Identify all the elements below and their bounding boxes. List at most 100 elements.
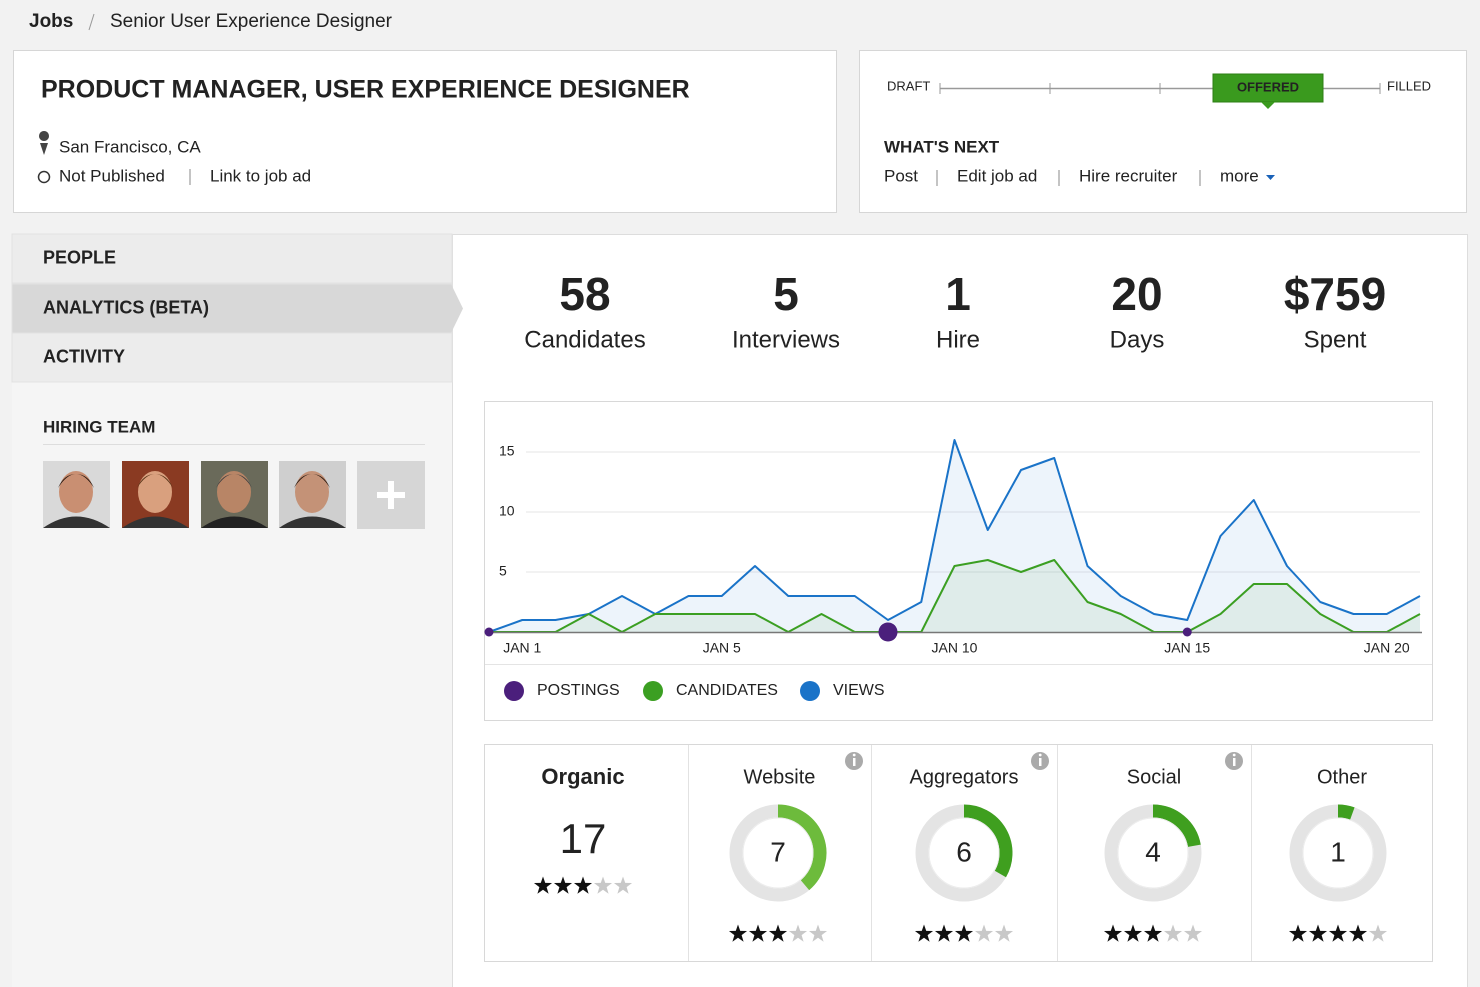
star bbox=[1143, 924, 1163, 942]
star bbox=[613, 876, 633, 894]
info-dot bbox=[1038, 753, 1042, 757]
nav-item[interactable] bbox=[11, 332, 453, 383]
star bbox=[994, 924, 1014, 942]
star bbox=[1348, 924, 1368, 942]
donut-inner bbox=[1117, 817, 1189, 889]
donut-inner bbox=[742, 817, 814, 889]
donut-arc bbox=[1152, 804, 1201, 848]
posting-point bbox=[1182, 627, 1192, 637]
nav-label[interactable]: ACTIVITY bbox=[43, 346, 125, 366]
rating-stars bbox=[1288, 924, 1388, 942]
stage-label: FILLED bbox=[1387, 78, 1431, 93]
donut-inner bbox=[1302, 817, 1374, 889]
nav-item[interactable] bbox=[11, 233, 453, 284]
source-name: Website bbox=[744, 766, 816, 788]
donut-arc bbox=[777, 804, 827, 891]
current-stage-badge bbox=[1212, 73, 1324, 103]
stat-value: 1 bbox=[945, 268, 971, 320]
info-dot bbox=[1232, 753, 1236, 757]
info-glyph bbox=[853, 758, 856, 766]
star bbox=[1183, 924, 1203, 942]
stage-current: OFFERED bbox=[1237, 79, 1299, 94]
status-icon bbox=[37, 170, 51, 184]
job-link[interactable]: Link to job ad bbox=[210, 166, 311, 185]
star bbox=[914, 924, 934, 942]
action-link[interactable]: Edit job ad bbox=[957, 166, 1037, 185]
stat-value: 58 bbox=[559, 268, 610, 320]
action-link[interactable]: Post bbox=[884, 166, 918, 185]
avatar-hair bbox=[137, 474, 173, 488]
star bbox=[768, 924, 788, 942]
stat-label: Candidates bbox=[524, 326, 645, 353]
stat-label: Hire bbox=[936, 326, 980, 353]
star bbox=[974, 924, 994, 942]
info-glyph bbox=[1039, 758, 1042, 766]
stat-value: 5 bbox=[773, 268, 799, 320]
star bbox=[748, 924, 768, 942]
star bbox=[808, 924, 828, 942]
avatar-hair bbox=[216, 474, 252, 488]
job-location: San Francisco, CA bbox=[59, 137, 201, 156]
source-value: 17 bbox=[560, 815, 607, 862]
stat-label: Days bbox=[1110, 326, 1165, 353]
donut-arc bbox=[963, 804, 1013, 878]
star bbox=[728, 924, 748, 942]
legend-label: CANDIDATES bbox=[676, 682, 778, 699]
breadcrumb-link[interactable]: Jobs bbox=[29, 11, 73, 32]
source-name: Other bbox=[1317, 766, 1367, 788]
rating-stars bbox=[1103, 924, 1203, 942]
rating-stars bbox=[914, 924, 1014, 942]
team-heading: HIRING TEAM bbox=[43, 417, 155, 436]
action-link[interactable]: Hire recruiter bbox=[1079, 166, 1178, 185]
avatar-face bbox=[138, 471, 172, 513]
star bbox=[1328, 924, 1348, 942]
rating-stars bbox=[728, 924, 828, 942]
info-glyph bbox=[1233, 758, 1236, 766]
x-tick-label: JAN 1 bbox=[503, 640, 541, 656]
stage-label: DRAFT bbox=[887, 78, 930, 93]
series-area bbox=[489, 440, 1420, 632]
add-icon bbox=[377, 481, 405, 509]
location-icon bbox=[39, 131, 50, 155]
legend-swatch bbox=[643, 681, 663, 701]
avatar-shoulders bbox=[279, 516, 346, 528]
star bbox=[954, 924, 974, 942]
legend-swatch bbox=[800, 681, 820, 701]
breadcrumb-slash bbox=[88, 13, 95, 31]
legend-swatch bbox=[504, 681, 524, 701]
avatar-face bbox=[217, 471, 251, 513]
source-name: Organic bbox=[541, 764, 624, 789]
star bbox=[1103, 924, 1123, 942]
stat-value: 20 bbox=[1111, 268, 1162, 320]
star bbox=[533, 876, 553, 894]
y-tick-label: 15 bbox=[499, 443, 515, 459]
job-title: PRODUCT MANAGER, USER EXPERIENCE DESIGNE… bbox=[41, 76, 690, 104]
chart-box bbox=[484, 401, 1433, 721]
action-link[interactable]: more bbox=[1220, 166, 1259, 185]
info-dot bbox=[852, 753, 856, 757]
badge-pointer bbox=[1261, 102, 1275, 109]
source-name: Social bbox=[1127, 766, 1181, 788]
pipeline-card bbox=[859, 50, 1467, 213]
nav-label[interactable]: PEOPLE bbox=[43, 247, 116, 267]
legend-label: VIEWS bbox=[833, 682, 885, 699]
nav-label[interactable]: ANALYTICS (BETA) bbox=[43, 297, 209, 317]
avatar-shoulders bbox=[201, 516, 268, 528]
donut-inner bbox=[928, 817, 1000, 889]
star bbox=[553, 876, 573, 894]
avatar-face bbox=[295, 471, 329, 513]
x-tick-label: JAN 15 bbox=[1164, 640, 1210, 656]
star bbox=[788, 924, 808, 942]
avatar-shoulders bbox=[43, 516, 110, 528]
next-heading: WHAT'S NEXT bbox=[884, 137, 1000, 156]
job-status: Not Published bbox=[59, 166, 165, 185]
nav-pointer bbox=[451, 284, 463, 333]
breadcrumb-current: Senior User Experience Designer bbox=[110, 11, 393, 32]
series-line bbox=[488, 439, 1421, 633]
more-caret bbox=[1266, 175, 1275, 180]
avatar-hair bbox=[58, 474, 94, 488]
star bbox=[1308, 924, 1328, 942]
star bbox=[573, 876, 593, 894]
y-tick-label: 10 bbox=[499, 503, 515, 519]
